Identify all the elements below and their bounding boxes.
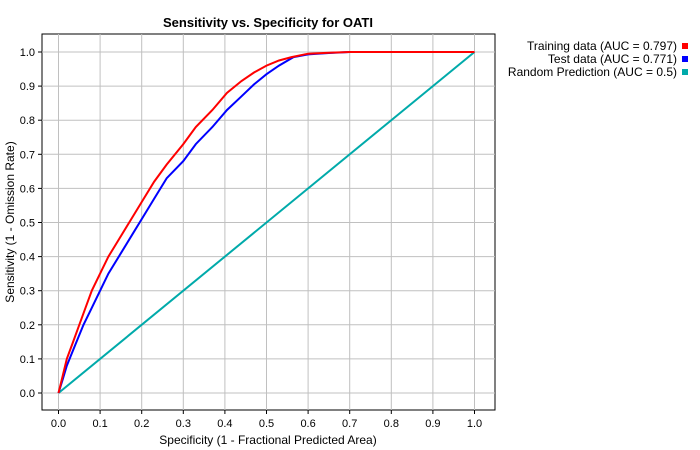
y-axis-label: Sensitivity (1 - Omission Rate) bbox=[3, 141, 17, 302]
legend-swatch bbox=[682, 43, 688, 49]
chart-title: Sensitivity vs. Specificity for OATI bbox=[163, 15, 373, 30]
legend-label: Training data (AUC = 0.797) bbox=[527, 39, 677, 53]
y-tick-label: 0.3 bbox=[20, 286, 35, 298]
y-tick-label: 0.0 bbox=[20, 388, 35, 400]
x-tick-label: 0.7 bbox=[342, 418, 357, 430]
y-tick-label: 0.2 bbox=[20, 320, 35, 332]
y-tick-label: 0.9 bbox=[20, 81, 35, 93]
y-tick-label: 0.8 bbox=[20, 115, 35, 127]
x-tick-label: 0.4 bbox=[217, 418, 232, 430]
series-line-2 bbox=[57, 51, 476, 394]
y-tick-label: 0.5 bbox=[20, 218, 35, 230]
y-tick-label: 1.0 bbox=[20, 47, 35, 59]
x-tick-label: 0.0 bbox=[51, 418, 66, 430]
x-tick-label: 0.1 bbox=[92, 418, 107, 430]
legend-swatch bbox=[682, 56, 688, 62]
x-tick-label: 0.2 bbox=[134, 418, 149, 430]
x-tick-label: 0.3 bbox=[176, 418, 191, 430]
legend-label: Random Prediction (AUC = 0.5) bbox=[508, 65, 677, 79]
x-tick-label: 0.9 bbox=[425, 418, 440, 430]
x-tick-label: 0.6 bbox=[300, 418, 315, 430]
x-tick-label: 1.0 bbox=[467, 418, 482, 430]
y-tick-label: 0.6 bbox=[20, 183, 35, 195]
y-tick-label: 0.4 bbox=[20, 252, 35, 264]
y-tick-label: 0.1 bbox=[20, 354, 35, 366]
x-axis-label: Specificity (1 - Fractional Predicted Ar… bbox=[159, 433, 376, 447]
legend-label: Test data (AUC = 0.771) bbox=[548, 52, 677, 66]
legend-swatch bbox=[682, 69, 688, 75]
x-tick-label: 0.8 bbox=[384, 418, 399, 430]
series-line-0 bbox=[57, 51, 475, 394]
y-tick-label: 0.7 bbox=[20, 149, 35, 161]
x-tick-label: 0.5 bbox=[259, 418, 274, 430]
